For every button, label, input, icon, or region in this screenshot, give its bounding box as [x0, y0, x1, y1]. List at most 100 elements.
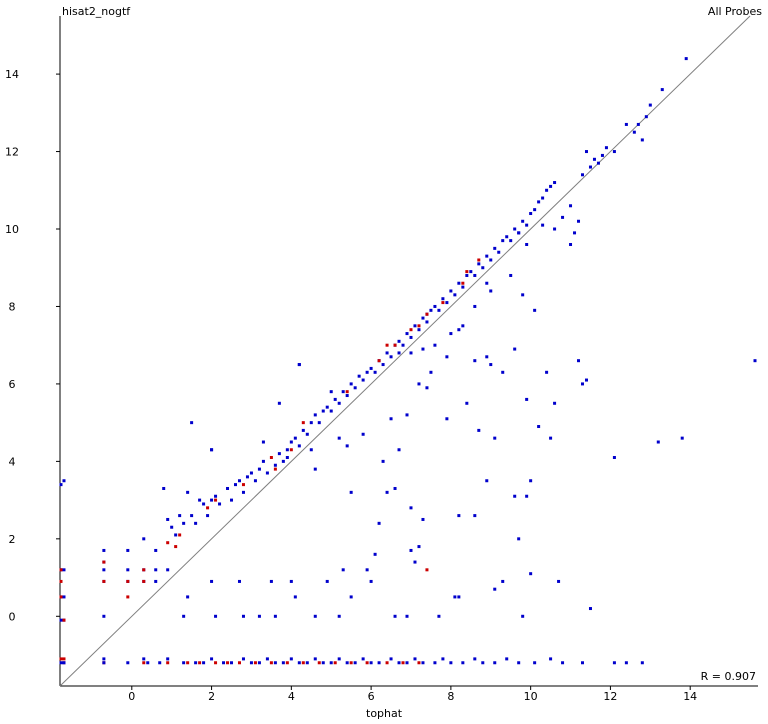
data-point — [445, 301, 449, 305]
data-point — [405, 661, 409, 665]
data-point — [513, 494, 517, 498]
data-point — [289, 579, 293, 583]
data-point — [493, 436, 497, 440]
data-point — [640, 138, 644, 142]
data-point — [453, 595, 457, 599]
data-point — [461, 324, 465, 328]
data-point — [473, 657, 477, 661]
data-point — [377, 521, 381, 525]
data-point — [517, 661, 521, 665]
data-point — [325, 579, 329, 583]
data-point — [301, 421, 305, 425]
data-point — [421, 347, 425, 351]
data-point — [154, 548, 158, 552]
data-point — [521, 293, 525, 297]
data-point — [549, 184, 553, 188]
x-axis-title: tophat — [366, 707, 403, 720]
data-point — [102, 548, 106, 552]
y-tick-label: 0 — [9, 610, 16, 623]
data-point — [309, 448, 313, 452]
y-tick-label: 2 — [9, 533, 16, 546]
data-point — [337, 614, 341, 618]
data-point — [337, 436, 341, 440]
data-point — [102, 560, 106, 564]
data-point — [425, 312, 429, 316]
data-point — [393, 343, 397, 347]
data-point — [457, 281, 461, 285]
data-point — [417, 324, 421, 328]
data-point — [62, 618, 66, 622]
data-point — [449, 289, 453, 293]
data-point — [624, 661, 628, 665]
data-point — [525, 242, 529, 246]
data-point — [214, 494, 218, 498]
data-point — [429, 308, 433, 312]
data-point — [541, 196, 545, 200]
data-point — [497, 250, 501, 254]
data-point — [273, 463, 277, 467]
data-point — [465, 273, 469, 277]
data-point — [489, 258, 493, 262]
data-point — [612, 661, 616, 665]
data-point — [405, 332, 409, 336]
data-point — [596, 161, 600, 165]
data-point — [313, 657, 317, 661]
data-point — [584, 378, 588, 382]
data-point — [230, 661, 234, 665]
data-point — [190, 421, 194, 425]
data-point — [612, 456, 616, 460]
data-point — [445, 417, 449, 421]
data-point — [241, 483, 245, 487]
data-point — [417, 545, 421, 549]
x-tick-label: 8 — [447, 690, 454, 703]
data-point — [680, 436, 684, 440]
data-point — [632, 130, 636, 134]
data-point — [341, 390, 345, 394]
data-point — [166, 568, 170, 572]
data-point — [417, 328, 421, 332]
data-point — [473, 273, 477, 277]
data-point — [237, 579, 241, 583]
data-point — [501, 239, 505, 243]
data-point — [142, 579, 146, 583]
x-tick-label: 4 — [288, 690, 295, 703]
data-point — [409, 335, 413, 339]
data-point — [102, 568, 106, 572]
data-point — [257, 661, 261, 665]
data-point — [541, 223, 545, 227]
data-point — [413, 324, 417, 328]
data-point — [473, 359, 477, 363]
data-point — [233, 483, 237, 487]
data-point — [421, 316, 425, 320]
data-point — [273, 661, 277, 665]
data-point — [126, 595, 130, 599]
data-point — [421, 661, 425, 665]
data-point — [329, 661, 333, 665]
data-point — [644, 115, 648, 119]
y-axis-title: hisat2_nogtf — [62, 5, 131, 18]
data-point — [401, 343, 405, 347]
data-point — [477, 428, 481, 432]
data-point — [509, 239, 513, 243]
data-point — [397, 339, 401, 343]
data-point — [477, 258, 481, 262]
data-point — [437, 308, 441, 312]
data-point — [473, 304, 477, 308]
data-point — [102, 614, 106, 618]
data-point — [202, 661, 206, 665]
data-point — [194, 521, 198, 525]
data-point — [59, 595, 63, 599]
data-point — [441, 297, 445, 301]
data-point — [62, 595, 66, 599]
data-point — [198, 661, 202, 665]
data-point — [186, 490, 190, 494]
data-point — [549, 657, 553, 661]
data-point — [353, 386, 357, 390]
data-point — [429, 370, 433, 374]
data-point — [477, 262, 481, 266]
x-tick-label: 10 — [524, 690, 538, 703]
data-point — [485, 281, 489, 285]
data-point — [433, 661, 437, 665]
data-point — [493, 587, 497, 591]
data-point — [59, 579, 63, 583]
